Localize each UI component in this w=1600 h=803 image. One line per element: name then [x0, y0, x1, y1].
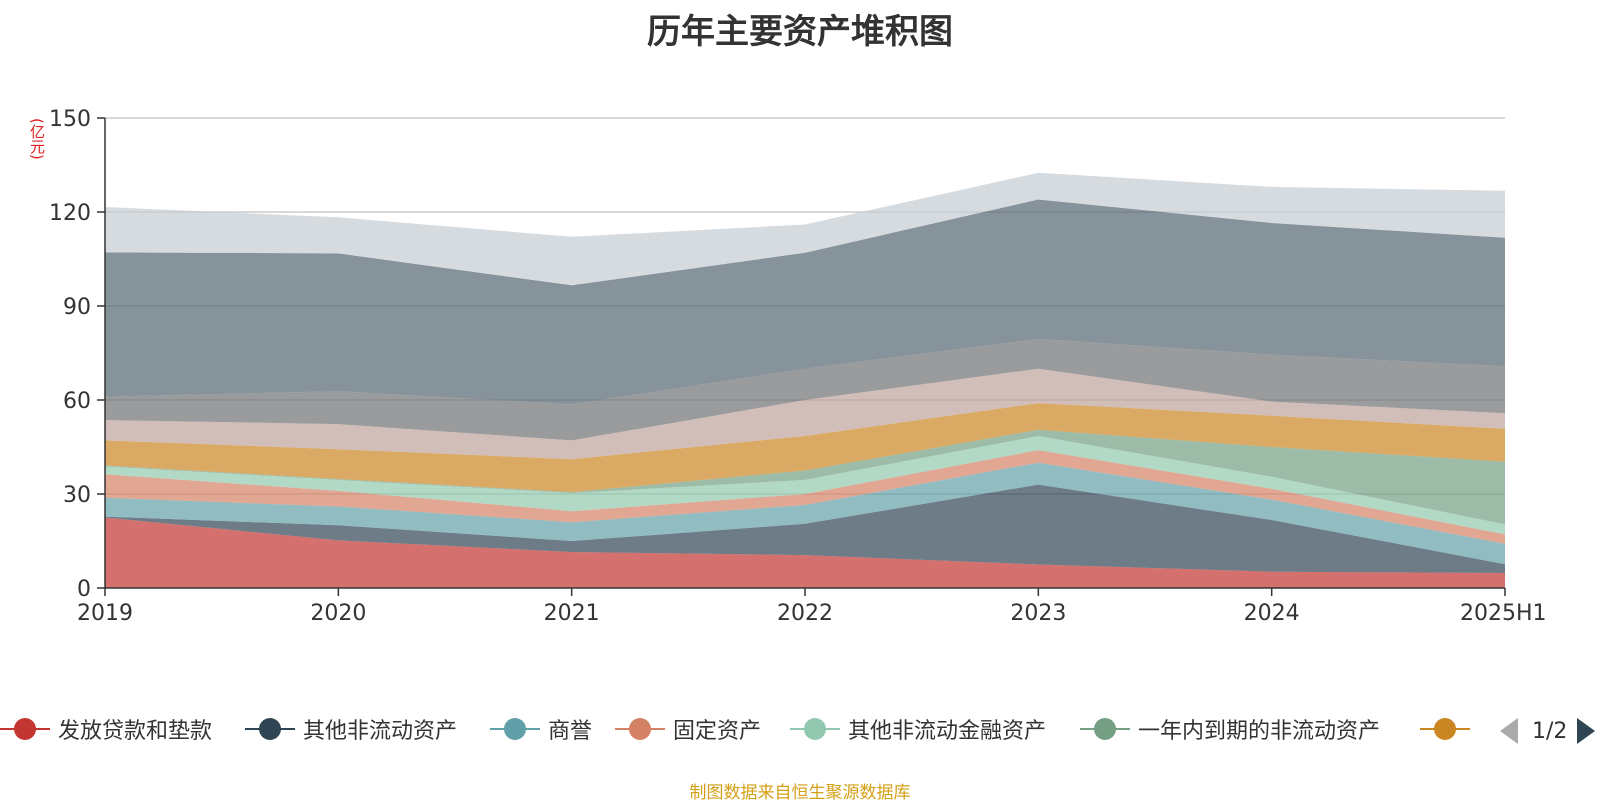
y-tick-label: 120 — [49, 201, 91, 226]
area-series-2 — [105, 462, 1505, 565]
legend-label: 一年内到期的非流动资产 — [1138, 719, 1381, 744]
area-series-group — [105, 172, 1505, 588]
legend-marker-icon — [0, 712, 50, 746]
chart-title: 历年主要资产堆积图 — [647, 12, 953, 52]
legend-item-2[interactable]: 商誉 — [490, 712, 592, 746]
area-series-10 — [105, 172, 1505, 286]
legend-item-1[interactable]: 其他非流动资产 — [245, 712, 457, 746]
legend-marker-icon — [1080, 712, 1130, 746]
pager-page-indicator: 1/2 — [1532, 718, 1568, 744]
legend: 发放贷款和垫款 其他非流动资产 商誉 固定资产 其他非流动金融资产 — [0, 712, 1600, 752]
legend-item-6[interactable] — [1420, 712, 1478, 746]
area-series-7 — [105, 368, 1505, 460]
legend-marker-icon — [615, 712, 665, 746]
pager-next-icon[interactable] — [1577, 718, 1596, 744]
y-tick-label: 90 — [63, 295, 91, 320]
legend-label: 固定资产 — [673, 719, 762, 744]
area-series-5 — [105, 429, 1505, 525]
legend-item-3[interactable]: 固定资产 — [615, 712, 761, 746]
legend-item-0[interactable]: 发放贷款和垫款 — [0, 712, 212, 746]
legend-item-5[interactable]: 一年内到期的非流动资产 — [1080, 712, 1380, 746]
legend-dot — [14, 718, 36, 740]
area-series-0 — [105, 517, 1505, 588]
pager-prev-icon[interactable] — [1500, 718, 1518, 744]
x-tick-label: 2025H1 — [1460, 601, 1547, 626]
x-tick-label: 2019 — [77, 601, 133, 626]
stacked-area-chart: 0 30 60 90 120 150 2019 2020 2021 2022 2023 2024 202… — [49, 107, 1547, 626]
legend-marker-icon — [245, 712, 295, 746]
y-tick-label: 0 — [77, 577, 91, 602]
legend-dot — [804, 718, 826, 740]
source-note: 制图数据来自恒生聚源数据库 — [689, 783, 911, 803]
area-series-6 — [105, 403, 1505, 493]
area-series-4 — [105, 436, 1505, 535]
legend-pager: 1/2 — [1500, 718, 1596, 744]
legend-label: 发放贷款和垫款 — [58, 719, 213, 744]
legend-dot — [259, 718, 281, 740]
legend-marker-icon — [1420, 712, 1470, 746]
x-tick-label: 2020 — [310, 601, 366, 626]
legend-label: 其他非流动金融资产 — [848, 719, 1047, 744]
legend-label: 其他非流动资产 — [303, 719, 458, 744]
legend-dot — [629, 718, 651, 740]
legend-label: 商誉 — [548, 719, 593, 744]
x-tick-label: 2022 — [777, 601, 833, 626]
y-tick-label: 30 — [63, 483, 91, 508]
area-series-1 — [105, 484, 1505, 573]
y-tick-label: 60 — [63, 389, 91, 414]
legend-dot — [504, 718, 526, 740]
x-tick-label: 2021 — [544, 601, 600, 626]
x-tick-label: 2023 — [1010, 601, 1066, 626]
area-series-9 — [105, 199, 1505, 405]
area-series-3 — [105, 450, 1505, 544]
area-series-8 — [105, 338, 1505, 441]
legend-item-4[interactable]: 其他非流动金融资产 — [790, 712, 1046, 746]
y-tick-label: 150 — [49, 107, 91, 132]
legend-dot — [1094, 718, 1116, 740]
x-tick-label: 2024 — [1244, 601, 1300, 626]
legend-marker-icon — [790, 712, 840, 746]
legend-dot — [1434, 718, 1456, 740]
legend-marker-icon — [490, 712, 540, 746]
y-axis-unit-label: (亿元) — [28, 118, 46, 160]
